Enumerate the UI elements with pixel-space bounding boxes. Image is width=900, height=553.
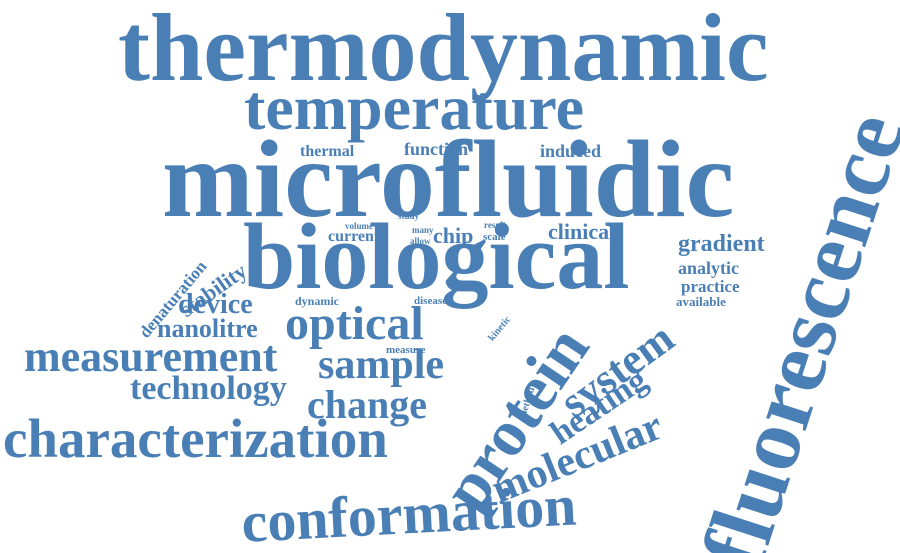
word-clinical: clinical: [548, 219, 616, 244]
word-temperature: temperature: [244, 72, 584, 143]
word-result: result: [484, 220, 506, 230]
word-practice: practice: [681, 277, 740, 296]
word-induced: induced: [540, 141, 602, 161]
word-many: many: [412, 225, 434, 235]
word-disease: disease: [414, 295, 447, 307]
word-nanolitre: nanolitre: [157, 314, 258, 343]
word-technology: technology: [130, 370, 287, 407]
word-change: change: [307, 382, 427, 427]
word-gradient: gradient: [678, 231, 765, 257]
word-current: current: [328, 228, 380, 245]
word-allow: allow: [410, 236, 431, 246]
word-characterization: characterization: [3, 408, 388, 469]
word-dynamic: dynamic: [295, 294, 340, 308]
word-chip: chip: [433, 223, 474, 248]
word-microfluidic: microfluidic: [162, 118, 735, 240]
word-function: function: [404, 139, 469, 159]
word-volume: volume: [345, 221, 373, 231]
word-study: study: [398, 211, 420, 221]
word-thermal: thermal: [300, 143, 355, 160]
word-kinetic: kinetic: [486, 314, 514, 344]
word-thermodynamic: thermodynamic: [118, 0, 769, 101]
word-measure: measure: [386, 344, 426, 356]
word-sample: sample: [318, 342, 444, 388]
word-device: device: [178, 289, 253, 320]
word-analytic: analytic: [678, 258, 739, 278]
word-scale: scale: [483, 231, 506, 243]
word-optical: optical: [285, 297, 424, 350]
word-biological: biological: [243, 205, 630, 309]
word-measurement: measurement: [24, 332, 278, 381]
word-available: available: [676, 294, 726, 309]
